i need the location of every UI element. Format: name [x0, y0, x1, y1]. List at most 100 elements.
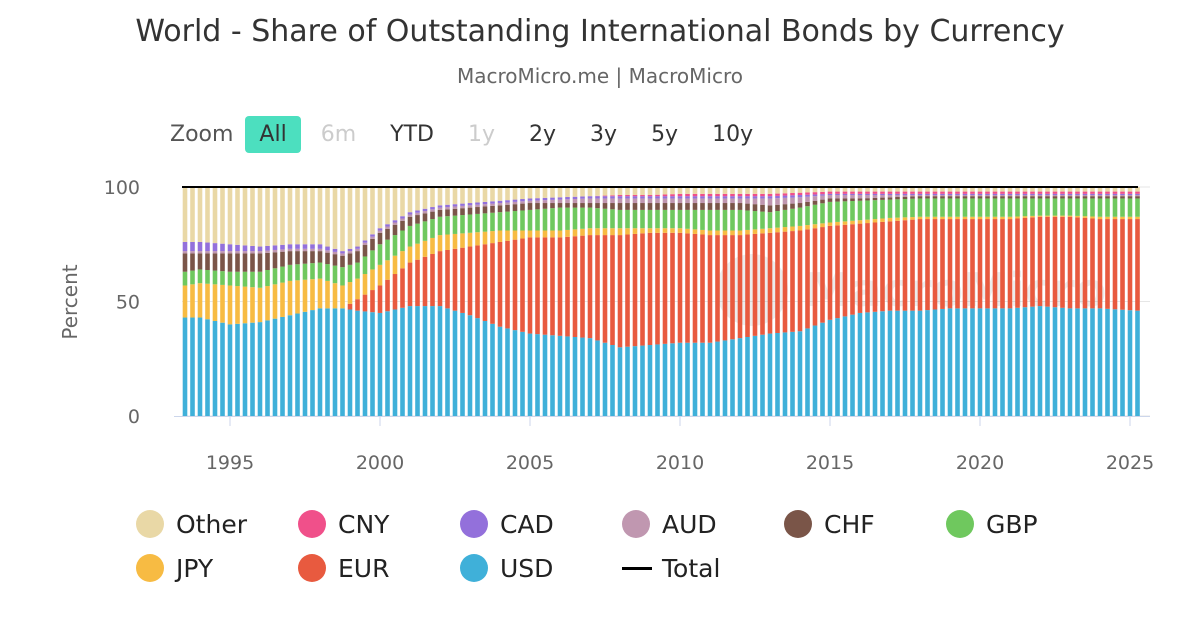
bar-eur [445, 249, 450, 309]
bar-cad [347, 248, 353, 252]
bar-aud [730, 198, 735, 204]
bar-cny [835, 191, 840, 194]
bar-eur [1045, 216, 1050, 307]
bar-other [917, 187, 923, 192]
bar-aud [1082, 195, 1088, 197]
zoom-button-all[interactable]: All [245, 116, 301, 153]
bar-cad [535, 198, 540, 201]
bar-usd [820, 322, 825, 416]
bar-aud [1075, 195, 1080, 197]
bar-cad [587, 196, 593, 199]
bar-gbp [925, 198, 930, 217]
bar-eur [917, 219, 923, 311]
bar-aud [190, 251, 195, 254]
bar-jpy [587, 228, 593, 236]
legend-item-jpy[interactable]: JPY [136, 552, 298, 584]
bar-jpy [1022, 216, 1028, 218]
y-tick-label: 100 [104, 177, 140, 199]
bar-eur [1097, 219, 1103, 309]
bar-jpy [625, 228, 630, 235]
bar-usd [1105, 308, 1110, 416]
bar-cny [647, 195, 653, 197]
bar-jpy [467, 232, 473, 247]
bar-aud [370, 236, 375, 239]
bar-jpy [925, 216, 930, 220]
bar-chf [872, 197, 878, 201]
bar-cad [880, 193, 885, 196]
bar-aud [1037, 195, 1043, 197]
bar-chf [212, 253, 218, 271]
bar-gbp [415, 223, 420, 244]
bar-chf [992, 196, 998, 199]
bar-chf [572, 203, 578, 208]
bar-jpy [490, 231, 495, 244]
bar-chf [355, 251, 360, 263]
bar-other [475, 187, 480, 203]
x-tick-label: 2025 [1106, 452, 1154, 474]
bar-chf [910, 196, 915, 199]
zoom-button-1y[interactable]: 1y [467, 122, 495, 147]
bar-cny [797, 192, 803, 196]
zoom-button-10y[interactable]: 10y [712, 122, 754, 147]
zoom-button-5y[interactable]: 5y [651, 122, 679, 147]
legend-item-chf[interactable]: CHF [784, 508, 946, 540]
bar-usd [1037, 306, 1043, 416]
bar-cny [977, 191, 983, 194]
bar-jpy [610, 228, 615, 236]
bar-chf [250, 253, 255, 272]
bar-gbp [827, 201, 833, 223]
bar-other [1007, 187, 1013, 192]
bar-chf [385, 228, 390, 240]
zoom-button-3y[interactable]: 3y [590, 122, 618, 147]
bar-cad [775, 195, 780, 199]
zoom-button-6m[interactable]: 6m [320, 122, 357, 147]
bar-other [932, 187, 938, 192]
bar-other [632, 187, 638, 196]
bar-aud [842, 195, 848, 199]
bar-gbp [445, 216, 450, 235]
legend-item-total[interactable]: Total [622, 552, 784, 584]
bar-jpy [730, 230, 735, 236]
legend-item-aud[interactable]: AUD [622, 508, 784, 540]
bar-other [895, 187, 900, 192]
legend-item-cny[interactable]: CNY [298, 508, 460, 540]
zoom-label: Zoom [170, 122, 234, 147]
bar-cad [415, 210, 420, 213]
bar-usd [572, 336, 578, 416]
bar-cad [272, 245, 278, 250]
legend-item-gbp[interactable]: GBP [946, 508, 1108, 540]
legend-item-other[interactable]: Other [136, 508, 298, 540]
bar-aud [820, 195, 825, 200]
legend-item-usd[interactable]: USD [460, 552, 622, 584]
bar-chf [580, 203, 585, 208]
legend-label: Other [176, 509, 247, 539]
bar-aud [587, 198, 593, 204]
bar-usd [1060, 307, 1065, 416]
zoom-button-2y[interactable]: 2y [529, 122, 557, 147]
bar-eur [422, 256, 428, 307]
bar-aud [407, 214, 413, 217]
bar-usd [625, 346, 630, 416]
bar-eur [512, 239, 518, 331]
bar-chf [325, 252, 330, 265]
bar-eur [370, 290, 375, 313]
bar-jpy [505, 230, 510, 241]
bar-gbp [272, 268, 278, 285]
legend-item-cad[interactable]: CAD [460, 508, 622, 540]
bar-usd [512, 330, 518, 416]
bar-chf [865, 198, 870, 201]
legend-item-eur[interactable]: EUR [298, 552, 460, 584]
bar-chf [827, 198, 833, 202]
bar-cad [572, 196, 578, 200]
bar-aud [655, 198, 660, 204]
bar-cad [212, 243, 218, 252]
bar-jpy [550, 230, 555, 238]
bar-gbp [490, 212, 495, 232]
bar-aud [452, 206, 458, 209]
bar-other [287, 187, 293, 245]
zoom-button-ytd[interactable]: YTD [390, 122, 434, 147]
bar-other [377, 187, 383, 229]
circle-marker-icon [298, 554, 326, 582]
bar-jpy [910, 217, 915, 220]
bar-aud [1120, 195, 1125, 197]
